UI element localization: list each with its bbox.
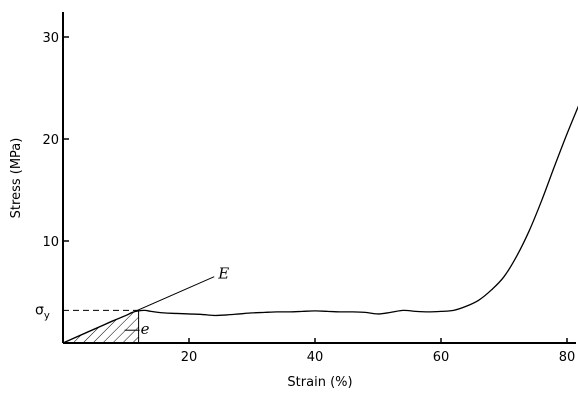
- x-tick-label: 40: [307, 350, 324, 365]
- sigma-y-label: σy: [35, 302, 50, 321]
- modulus-E-label: E: [217, 265, 229, 283]
- y-tick-label: 10: [42, 235, 59, 250]
- y-tick-label: 20: [42, 133, 59, 148]
- y-axis-label: Stress (MPa): [9, 138, 24, 219]
- y-tick-label: 30: [42, 31, 59, 46]
- x-tick-label: 80: [559, 350, 576, 365]
- x-tick-label: 60: [433, 350, 450, 365]
- stress-strain-curve: [62, 105, 578, 344]
- x-axis-label: Strain (%): [287, 375, 352, 390]
- y-ticks: 10 20 30: [42, 31, 69, 250]
- energy-e-label: e: [141, 320, 150, 338]
- x-ticks: 20 40 60 80: [181, 338, 576, 365]
- x-tick-label: 20: [181, 350, 198, 365]
